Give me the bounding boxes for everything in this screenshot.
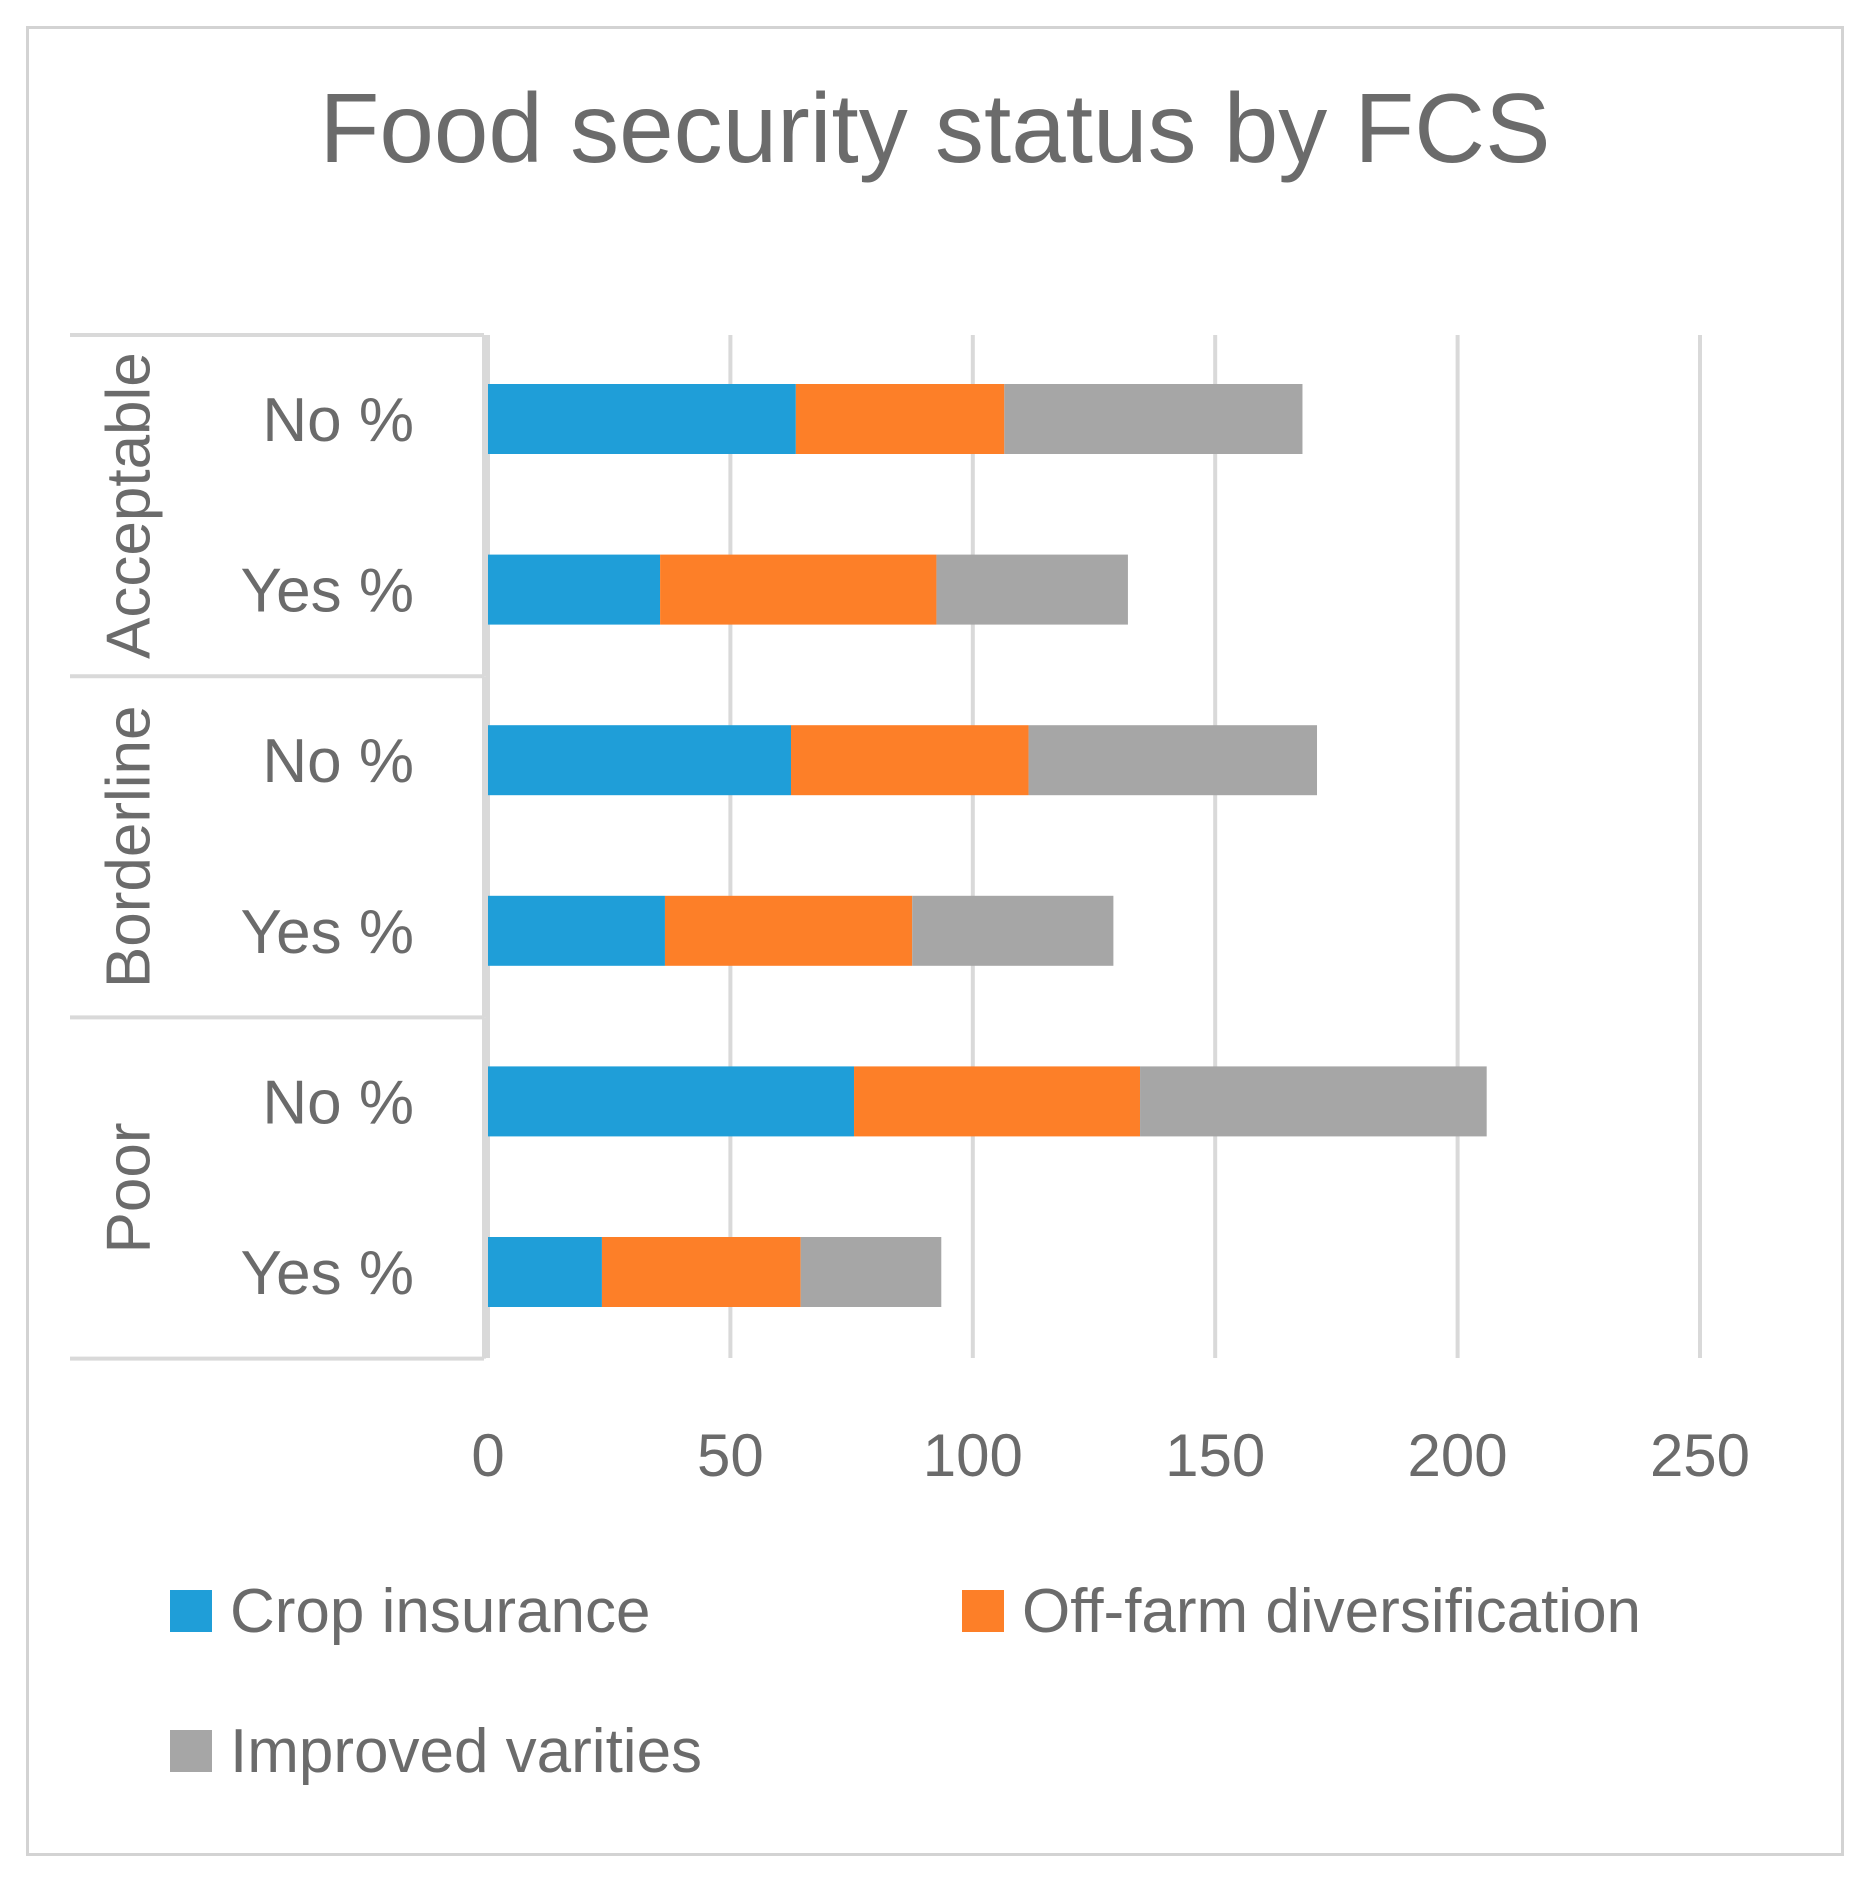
category-label: No %	[262, 386, 414, 455]
bar-series	[488, 384, 1487, 1307]
bar-segment	[488, 1066, 855, 1137]
category-group-brackets	[70, 333, 486, 1361]
bar-segment	[488, 895, 665, 966]
legend-swatch	[170, 1730, 212, 1772]
bar-segment	[488, 554, 661, 625]
bar-segment	[660, 554, 937, 625]
y-axis-labels: No % Yes % Acceptable No % Yes % Borderline No…	[95, 352, 414, 1308]
bar-segment	[1004, 384, 1303, 454]
bar-segment	[800, 1237, 942, 1307]
chart-frame	[26, 26, 1844, 1856]
bar-segment	[601, 1237, 801, 1307]
legend-label: Improved varities	[230, 1717, 702, 1786]
x-tick-label: 100	[923, 1422, 1023, 1489]
category-label: No %	[262, 727, 414, 796]
bar-segment	[1140, 1066, 1487, 1137]
bar-segment	[488, 1237, 602, 1307]
bar-segment	[488, 725, 791, 796]
category-label: Yes %	[241, 1239, 415, 1308]
group-label: Acceptable	[95, 352, 164, 659]
legend-label: Crop insurance	[230, 1577, 650, 1646]
legend-swatch	[170, 1590, 212, 1632]
group-label: Borderline	[95, 705, 164, 988]
legend: Crop insurance Off-farm diversification Im…	[170, 1577, 1641, 1786]
x-axis-tick-labels: 0 50 100 150 200 250	[471, 1422, 1750, 1489]
x-tick-label: 250	[1650, 1422, 1750, 1489]
x-tick-label: 0	[471, 1422, 504, 1489]
x-tick-label: 50	[697, 1422, 764, 1489]
x-tick-label: 150	[1165, 1422, 1265, 1489]
category-label: No %	[262, 1068, 414, 1137]
bar-segment	[795, 384, 1005, 454]
bar-segment	[936, 554, 1128, 625]
bar-segment	[488, 384, 796, 454]
x-tick-label: 200	[1408, 1422, 1508, 1489]
category-label: Yes %	[241, 557, 415, 626]
bar-segment	[912, 895, 1114, 966]
bar-segment	[664, 895, 913, 966]
chart-title: Food security status by FCS	[320, 73, 1551, 183]
gridlines	[486, 335, 1702, 1358]
bar-segment	[791, 725, 1029, 796]
group-label: Poor	[95, 1123, 164, 1254]
bar-segment	[854, 1066, 1141, 1137]
bar-segment	[1028, 725, 1318, 796]
legend-swatch	[962, 1590, 1004, 1632]
legend-label: Off-farm diversification	[1022, 1577, 1641, 1646]
category-label: Yes %	[241, 898, 415, 967]
